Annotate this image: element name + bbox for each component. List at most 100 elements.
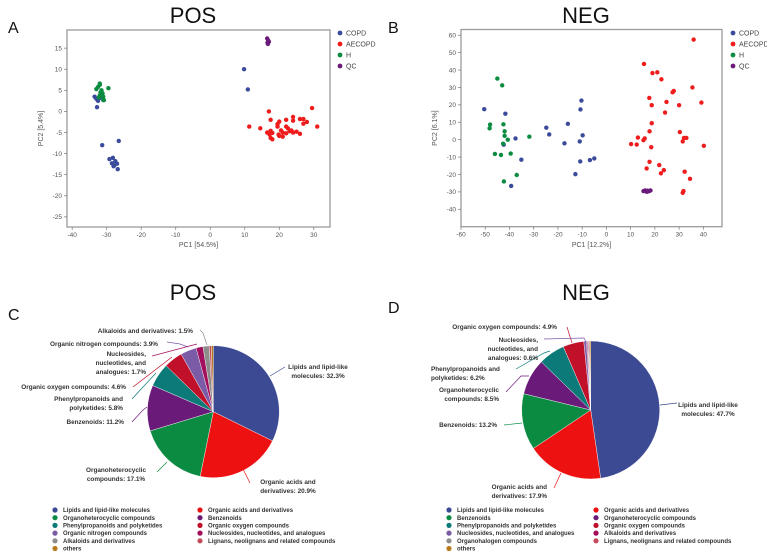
legend-marker xyxy=(446,545,452,552)
data-point-copd xyxy=(508,183,514,189)
data-point-aecopd xyxy=(641,137,646,143)
data-point-copd xyxy=(95,98,101,104)
data-point-aecopd xyxy=(301,116,306,122)
plot-frame xyxy=(66,29,331,228)
data-point-aecopd xyxy=(280,134,285,139)
slice-label: Benzenoids: 11.2% xyxy=(66,419,124,426)
x-tick-label: -10 xyxy=(577,232,587,239)
data-point-copd xyxy=(94,104,100,110)
plot-frame xyxy=(460,28,723,228)
data-point-copd xyxy=(245,87,251,92)
data-point-qc xyxy=(644,189,650,194)
data-point-aecopd xyxy=(641,61,647,67)
pie-slice xyxy=(589,340,591,411)
data-point-aecopd xyxy=(290,130,296,135)
data-point-aecopd xyxy=(699,100,704,105)
x-tick-label: -40 xyxy=(67,232,77,239)
legend-label: Nucleosides, nucleotides, and analogues xyxy=(208,531,326,537)
legend-marker xyxy=(593,538,599,544)
x-tick-label: -20 xyxy=(137,232,147,239)
legend-label: AECOPD xyxy=(739,41,767,48)
data-point-copd xyxy=(110,155,116,161)
data-point-copd xyxy=(116,138,121,144)
data-point-h xyxy=(501,122,506,127)
data-point-aecopd xyxy=(635,135,641,140)
legend-marker-qc xyxy=(730,63,736,69)
series-h xyxy=(94,81,111,103)
data-point-h xyxy=(106,86,111,91)
data-point-h xyxy=(508,151,513,156)
y-tick-label: -20 xyxy=(447,172,457,179)
leader-line xyxy=(659,402,678,406)
legend-marker xyxy=(52,507,58,513)
leader-line xyxy=(199,329,208,346)
data-point-h xyxy=(527,134,532,139)
slice-label: Nucleosides, xyxy=(499,337,539,344)
slice-label: Benzenoids: 13.2% xyxy=(439,422,497,429)
y-tick-label: 50 xyxy=(449,50,457,57)
legend-label: Lipids and lipid-like molecules xyxy=(63,508,151,514)
data-point-aecopd xyxy=(247,124,252,129)
y-tick-label: 0 xyxy=(452,137,456,144)
slice-label: analogues: 0.6% xyxy=(488,355,538,362)
slice-label: Organic oxygen compounds: 4.6% xyxy=(21,384,126,391)
data-point-aecopd xyxy=(294,129,299,134)
data-point-aecopd xyxy=(655,70,660,75)
data-point-aecopd xyxy=(649,120,654,126)
slice-label: derivatives: 20.9% xyxy=(260,488,316,495)
slice-label: Organic oxygen compounds: 4.9% xyxy=(452,324,557,331)
legend-marker xyxy=(52,522,58,529)
data-point-aecopd xyxy=(662,110,668,115)
pie-slice xyxy=(149,411,214,477)
data-point-copd xyxy=(580,133,585,138)
leader-line xyxy=(269,366,286,377)
leader-line xyxy=(132,356,173,388)
data-point-copd xyxy=(544,125,549,130)
legend-label: Organic acids and derivatives xyxy=(208,508,294,514)
chart-title: NEG xyxy=(562,280,610,305)
leader-line xyxy=(553,472,562,489)
y-tick-label: 0 xyxy=(58,109,62,116)
x-tick-label: -50 xyxy=(481,232,491,239)
data-point-aecopd xyxy=(304,119,310,125)
slice-label: compounds: 17.1% xyxy=(87,476,146,483)
legend-label: others xyxy=(63,547,82,553)
data-point-aecopd xyxy=(687,176,693,182)
legend-label: Benzenoids xyxy=(208,516,242,522)
data-point-copd xyxy=(578,159,583,164)
data-point-aecopd xyxy=(644,166,649,171)
data-point-aecopd xyxy=(287,129,292,134)
data-point-aecopd xyxy=(649,144,654,150)
legend-label: QC xyxy=(739,63,750,70)
data-point-aecopd xyxy=(659,77,664,82)
legend-label: others xyxy=(457,547,476,553)
series-copd xyxy=(482,98,597,189)
y-tick-label: -5 xyxy=(56,130,62,137)
data-point-copd xyxy=(519,157,524,162)
y-tick-label: -30 xyxy=(447,189,457,196)
series-copd xyxy=(92,67,251,172)
pie-slice xyxy=(521,393,592,449)
series-aecopd xyxy=(628,37,707,195)
legend-label: Alkaloids and derivatives xyxy=(63,539,136,545)
legend-marker xyxy=(197,515,203,521)
data-point-copd xyxy=(547,132,552,137)
legend-marker xyxy=(197,522,203,529)
x-tick-label: 30 xyxy=(310,232,318,239)
legend-label: Organic oxygen compounds xyxy=(604,524,686,530)
slice-label: Nucleosides, xyxy=(107,351,147,358)
legend-marker xyxy=(446,538,452,544)
legend-marker xyxy=(197,530,203,536)
data-point-aecopd xyxy=(680,190,685,195)
data-point-copd xyxy=(577,139,582,144)
data-point-aecopd xyxy=(647,159,652,164)
data-point-copd xyxy=(114,161,120,166)
x-axis-label: PC1 [54.5%] xyxy=(179,242,218,249)
x-tick-label: 30 xyxy=(675,232,683,239)
data-point-h xyxy=(502,133,507,139)
data-point-copd xyxy=(100,142,105,148)
data-point-aecopd xyxy=(650,70,655,76)
legend-label: Organic oxygen compounds xyxy=(208,524,290,530)
legend-marker xyxy=(52,545,58,552)
data-point-copd xyxy=(578,107,583,112)
